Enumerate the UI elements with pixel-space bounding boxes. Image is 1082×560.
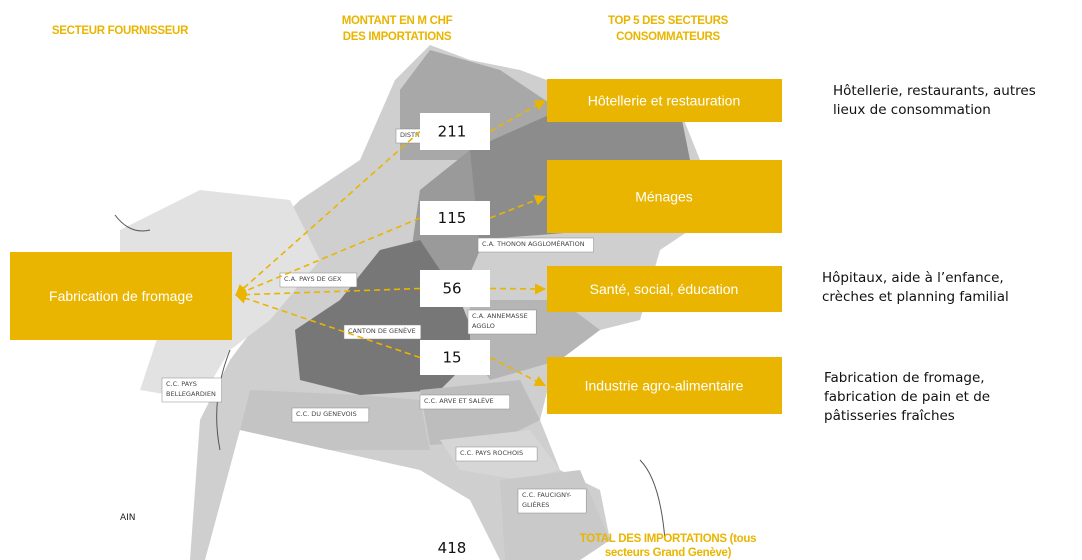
target-box: [547, 160, 782, 233]
map-label-box: [279, 272, 358, 288]
target-box: [547, 357, 782, 414]
map-label: C.C. DU GENEVOIS: [296, 410, 357, 418]
map-label: C.C. PAYS BELLEGARDIEN: [166, 380, 216, 398]
header: TOP 5 DES SECTEURS CONSOMMATEURS: [608, 15, 729, 43]
flow-arrow: [489, 356, 546, 387]
flow-arrow: [234, 217, 421, 297]
map-label: C.C. PAYS ROCHOIS: [460, 449, 523, 457]
map-label: CANTON DE GENÈVE: [348, 326, 416, 335]
target-label: Industrie agro-alimentaire: [585, 378, 744, 394]
flow-arrow: [489, 283, 547, 295]
target-label: Santé, social, éducation: [590, 281, 739, 297]
description: Fabrication de fromage, fabrication de pa…: [824, 370, 990, 424]
map-label: C.C. ARVE ET SALÈVE: [424, 396, 494, 405]
map-label: C.A. THONON AGGLOMÉRATION: [482, 239, 585, 248]
amount: 115: [438, 209, 467, 227]
amount-box: [420, 340, 490, 375]
target-label: Ménages: [635, 189, 693, 205]
amount: 56: [442, 280, 461, 298]
target-label: Hôtellerie et restauration: [588, 93, 741, 109]
map-label-box: [517, 488, 587, 514]
flow-arrow: [234, 287, 421, 301]
map-label-box: [467, 309, 537, 335]
amount-box: [420, 201, 490, 235]
flow-arrow: [489, 99, 546, 133]
map-label: C.A. ANNEMASSE AGGLO: [472, 312, 528, 330]
description: Hôtellerie, restaurants, autres lieux de …: [833, 83, 1036, 118]
description: Hôpitaux, aide à l’enfance, crèches et pl…: [822, 270, 1009, 305]
target-box: [547, 266, 782, 312]
source-label: Fabrication de fromage: [49, 288, 193, 304]
map-label: AIN: [120, 513, 136, 523]
header: MONTANT EN M CHF DES IMPORTATIONS: [342, 15, 453, 43]
flow-arrow: [234, 292, 421, 359]
total-label: TOTAL DES IMPORTATIONS (tous secteurs Gra…: [580, 533, 756, 559]
map-label: C.A. PAYS DE GEX: [284, 275, 342, 283]
map-label-box: [477, 237, 594, 253]
amount: 211: [438, 123, 467, 141]
map-label-box: [291, 407, 370, 423]
amount-box: [420, 270, 490, 307]
total-value: 418: [438, 539, 467, 557]
flow-arrow: [235, 130, 421, 296]
target-box: [547, 79, 782, 122]
map-label-box: [455, 446, 538, 462]
source-box: [10, 252, 232, 340]
map-label-box: [161, 377, 222, 403]
header: SECTEUR FOURNISSEUR: [52, 25, 189, 37]
amount-box: [420, 113, 490, 150]
map-label-box: [419, 394, 510, 410]
amount: 15: [442, 349, 461, 367]
map-label: C.C. FAUCIGNY-GLIÈRES: [522, 491, 572, 509]
